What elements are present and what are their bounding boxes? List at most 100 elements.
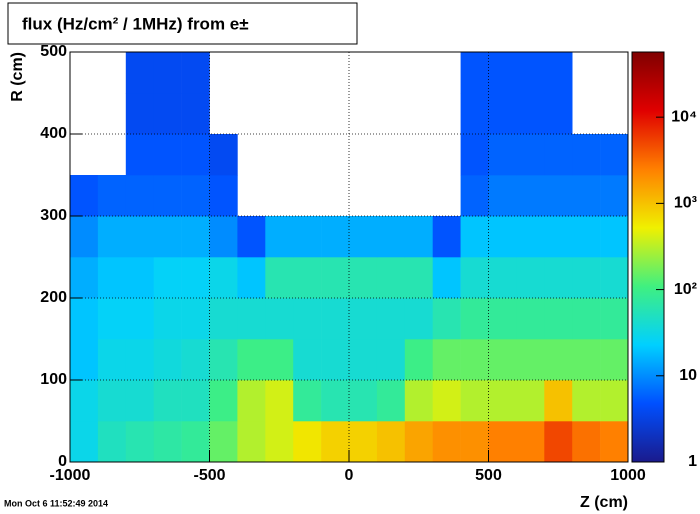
heat-cell [153,134,182,176]
heat-cell [404,257,433,299]
heat-cell [404,339,433,381]
heat-cell [181,421,210,463]
heat-cell [265,216,294,258]
heat-cell [432,257,461,299]
heat-cell [293,339,322,381]
heat-cell [572,380,601,422]
heat-cell [70,257,99,299]
heat-cell [209,175,238,217]
x-tick-label: 1000 [610,467,646,484]
heat-cell [265,298,294,340]
heat-cell [349,421,378,463]
heat-cell [153,380,182,422]
color-bar [631,51,665,463]
y-tick-label: 500 [40,43,67,60]
heat-cell [237,421,266,463]
heat-cell [349,339,378,381]
heat-cell [97,216,127,258]
heat-cell [488,216,517,258]
heat-cell [544,216,573,258]
heat-cell [97,380,127,422]
z-tick-label: 10³ [674,195,697,212]
heat-cell [460,52,489,94]
heat-cell [293,216,322,258]
z-tick-label: 10⁴ [671,108,697,125]
y-axis-label: R (cm) [9,52,26,102]
heat-cell [181,52,210,94]
heat-cell [209,421,238,463]
heat-cell [488,380,517,422]
heat-cell [432,216,461,258]
heat-cell [460,298,489,340]
heat-cell [125,52,154,94]
heat-cell [209,134,238,176]
heat-cell [544,175,573,217]
heat-cell [293,257,322,299]
title-box [7,2,358,45]
y-tick-label: 400 [40,125,67,142]
heat-cell [544,93,573,135]
heat-cell [600,380,629,422]
heat-cell [321,380,350,422]
heat-cell [460,421,489,463]
heat-cell [125,175,154,217]
heat-cell [321,298,350,340]
heat-cell [293,380,322,422]
heat-cell [181,298,210,340]
heat-cell [349,257,378,299]
heat-cell [237,339,266,381]
heat-cell [572,298,601,340]
heat-cell [516,175,545,217]
heat-cell [460,380,489,422]
heat-cell [460,175,489,217]
heat-cell [600,175,629,217]
heat-cell [488,339,517,381]
heat-cell [321,421,350,463]
heat-cell [181,216,210,258]
heat-cell [376,216,406,258]
heat-cell [376,339,406,381]
y-tick-label: 300 [40,207,67,224]
heat-cell [181,257,210,299]
heat-cell [70,216,99,258]
heat-cell [125,134,154,176]
heat-cell [460,339,489,381]
heat-cell [404,380,433,422]
heat-cell [600,421,629,463]
heat-cell [125,298,154,340]
heat-cell [600,339,629,381]
heat-cell [153,93,182,135]
x-tick-label: -500 [193,467,225,484]
heat-cell [293,421,322,463]
heat-cell [404,421,433,463]
heat-cell [349,380,378,422]
heat-cell [600,216,629,258]
timestamp: Mon Oct 6 11:52:49 2014 [4,498,108,508]
heat-cell [349,216,378,258]
heat-cell [544,257,573,299]
heat-cell [153,257,182,299]
x-tick-label: 0 [345,467,354,484]
heat-cell [488,298,517,340]
heat-cell [516,421,545,463]
heat-cell [432,298,461,340]
heat-cell [209,339,238,381]
heat-cell [488,134,517,176]
heat-cell [97,339,127,381]
heat-cell [516,93,545,135]
heat-cell [125,380,154,422]
heat-cell [125,257,154,299]
y-tick-label: 100 [40,371,67,388]
heat-cell [488,421,517,463]
z-tick-label: 10 [679,367,697,384]
heat-cell [516,134,545,176]
heat-cell [125,339,154,381]
heat-cell [153,339,182,381]
heat-cell [209,257,238,299]
heat-cell [125,93,154,135]
z-tick-label: 10² [674,281,697,298]
heat-cell [572,421,601,463]
heat-cell [544,134,573,176]
heat-cell [376,257,406,299]
